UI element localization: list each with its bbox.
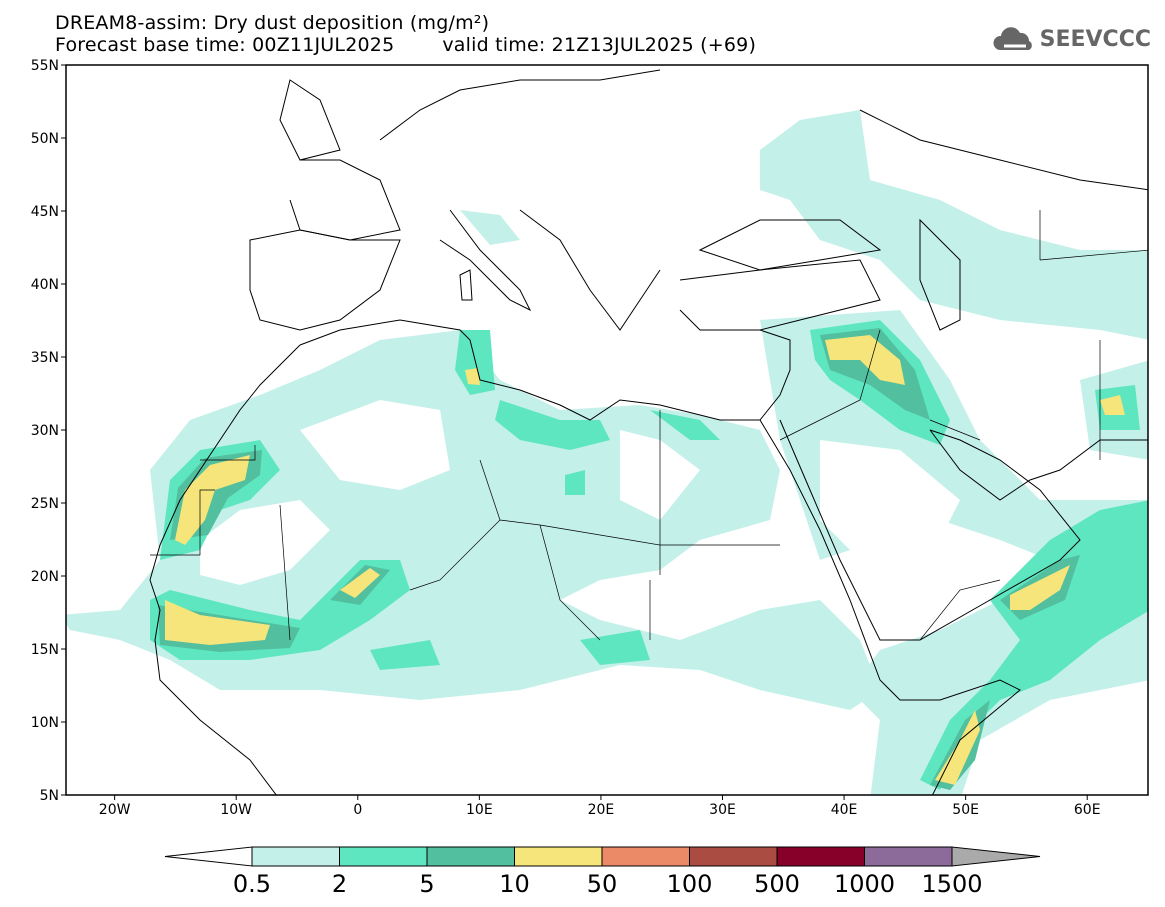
lat-tick-label: 45N [31, 204, 59, 220]
colorbar-level-label: 500 [754, 870, 800, 898]
colorbar-swatch [426, 846, 515, 867]
lon-tick-label: 30E [709, 802, 736, 818]
lon-tick-label: 40E [831, 802, 858, 818]
colorbar-level-label: 2 [332, 870, 347, 898]
colorbar-swatch [601, 846, 690, 867]
colorbar-swatch [514, 846, 603, 867]
coastlines [149, 69, 1148, 795]
lon-tick-label: 20E [588, 802, 615, 818]
lat-tick-label: 5N [40, 788, 59, 804]
lat-tick-label: 50N [31, 131, 59, 147]
colorbar-level-label: 100 [667, 870, 713, 898]
base-time: Forecast base time: 00Z11JUL2025 [55, 34, 395, 56]
borders [150, 210, 1148, 641]
colorbar-level-label: 1000 [834, 870, 895, 898]
valid-time: valid time: 21Z13JUL2025 (+69) [442, 34, 757, 56]
lat-tick-label: 35N [31, 350, 59, 366]
colorbar-level-label: 50 [587, 870, 618, 898]
colorbar-swatch [251, 846, 340, 867]
colorbar-swatch [689, 846, 778, 867]
lat-tick-label: 40N [31, 277, 59, 293]
colorbar-level-label: 1500 [921, 870, 982, 898]
lat-tick-label: 30N [31, 423, 59, 439]
colorbar: 0.5 2 5 10 50 100 500 1000 1500 [164, 846, 1041, 898]
time-info: Forecast base time: 00Z11JUL2025 valid ti… [55, 35, 756, 56]
lat-tick-label: 15N [31, 642, 59, 658]
colorbar-level-label: 0.5 [233, 870, 271, 898]
colorbar-swatch [776, 846, 865, 867]
lat-tick-label: 55N [31, 58, 59, 74]
colorbar-swatch [339, 846, 428, 867]
lat-tick-label: 10N [31, 715, 59, 731]
lon-tick-label: 10W [220, 802, 252, 818]
cloud-icon [993, 27, 1032, 50]
lat-axis: 55N 50N 45N 40N 35N 30N 25N 20N 15N 10N 5N [31, 58, 66, 804]
colorbar-level-label: 5 [419, 870, 434, 898]
colorbar-swatch [864, 846, 953, 867]
lon-tick-label: 20W [99, 802, 131, 818]
lat-tick-label: 20N [31, 569, 59, 585]
colorbar-level-label: 10 [499, 870, 530, 898]
chart-title: DREAM8-assim: Dry dust deposition (mg/m²… [55, 12, 490, 34]
contour-10-50 [165, 335, 1125, 785]
lon-tick-label: 50E [952, 802, 979, 818]
logo-text: SEEVCCC [1039, 26, 1151, 52]
lat-tick-label: 25N [31, 496, 59, 512]
lon-tick-label: 10E [466, 802, 493, 818]
lon-axis: 20W 10W 0 10E 20E 30E 40E 50E 60E [99, 795, 1101, 818]
dust-field [66, 69, 1148, 795]
seevccc-logo: SEEVCCC [992, 26, 1151, 52]
colorbar-over-triangle [951, 846, 1041, 867]
colorbar-under-triangle [164, 846, 253, 867]
lon-tick-label: 0 [353, 802, 362, 818]
lon-tick-label: 60E [1074, 802, 1101, 818]
